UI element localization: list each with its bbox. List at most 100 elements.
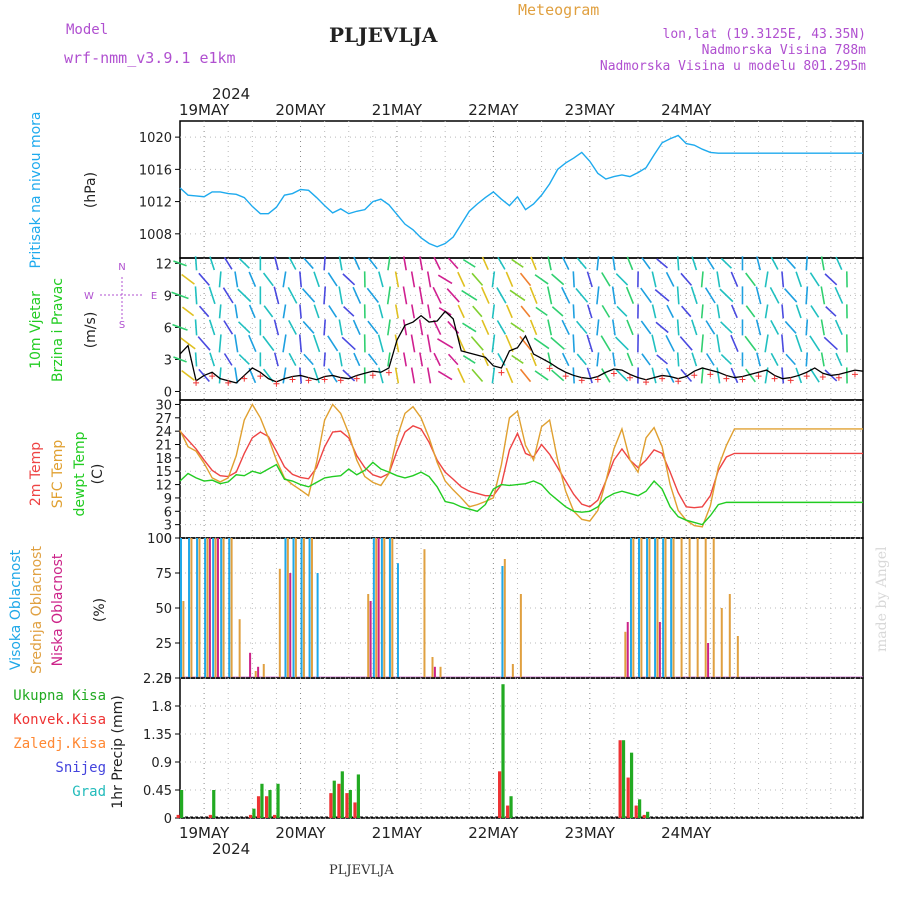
wind-arrow: [194, 286, 198, 305]
wind-arrow: [651, 271, 657, 288]
cloud-bar-srednja: [423, 549, 426, 678]
wind-arrow: [511, 258, 524, 268]
cloud-bar-niska: [216, 538, 219, 678]
wind-arrow: [691, 256, 698, 271]
precip-panel: 0 0.45 0.9 1.35 1.8 2.25: [143, 672, 864, 827]
cloud-bar-visoka: [670, 538, 673, 678]
wind-compass: N S E W: [84, 262, 157, 331]
day-label-bottom: 23MAY: [565, 824, 616, 842]
wind-arrow: [656, 354, 668, 365]
wind-arrow: [770, 352, 779, 366]
wind-arrow: [299, 271, 303, 288]
wind-arrow: [596, 352, 600, 367]
compass-s: S: [119, 320, 125, 331]
y-tick-label: 1016: [139, 163, 172, 178]
wind-arrow: [795, 304, 802, 319]
wind-arrow: [615, 336, 629, 351]
model-label: Model: [66, 22, 108, 38]
panel-frame: [179, 677, 864, 819]
wind-arrow: [491, 334, 496, 353]
wind-arrow: [824, 273, 838, 286]
y-tick-label: 18: [155, 452, 172, 467]
precip-bar-total: [332, 780, 336, 818]
wind-arrow: [676, 286, 680, 305]
gust-marker: [659, 375, 666, 382]
wind-arrow: [651, 334, 657, 353]
wind-arrow: [612, 319, 616, 336]
precip-bar-total: [621, 740, 626, 818]
y-tick-label: 9: [164, 289, 172, 304]
wind-arrow: [437, 274, 453, 285]
wind-arrow: [378, 367, 384, 384]
wind-arrow: [825, 306, 837, 317]
wind-arrow: [394, 334, 400, 353]
wind-arrow: [795, 334, 803, 353]
wind-arrow: [534, 370, 549, 381]
wind-arrow: [352, 319, 361, 336]
wind-arrow: [323, 319, 326, 336]
day-label-top: 22MAY: [468, 101, 519, 119]
wind-arrow: [651, 304, 657, 319]
wind-arrow: [402, 352, 407, 367]
temp-ylabel-2m: 2m Temp: [28, 442, 44, 506]
precip-bar-total: [629, 752, 634, 818]
precip-legend-item: Grad: [72, 784, 106, 800]
y-tick-label: 0: [164, 385, 172, 400]
wind-arrow: [576, 257, 587, 270]
wind-arrow: [700, 367, 704, 384]
cloud-ylabel-visoka: Visoka Oblacnost: [8, 549, 24, 670]
precip-bar-konv: [634, 805, 638, 818]
wind-arrow: [730, 334, 739, 353]
wind-arrow: [576, 353, 587, 366]
cloud-bar-niska: [377, 538, 380, 678]
wind-arrow: [769, 287, 780, 304]
cloud-bar-niska: [658, 622, 661, 678]
y-tick-label: 50: [155, 602, 172, 617]
wind-arrow: [756, 352, 762, 367]
wind-arrow: [457, 271, 466, 287]
cloud-bar-srednja: [375, 538, 378, 678]
wind-arrow: [615, 273, 629, 286]
wind-panel: 0 3 6 9 12: [155, 256, 864, 401]
elevation-label: Nadmorska Visina 788m: [702, 43, 867, 58]
day-label-top: 21MAY: [372, 101, 423, 119]
cloud-bar-srednja: [190, 538, 193, 678]
wind-arrow: [394, 367, 400, 384]
cloud-bar-srednja: [672, 538, 675, 678]
precip-bar-total: [180, 790, 184, 818]
wind-arrow: [198, 305, 210, 318]
wind-arrow: [519, 272, 532, 287]
y-tick-label: 3: [164, 519, 172, 534]
y-tick-label: 1.35: [143, 728, 172, 743]
wind-arrow: [173, 356, 187, 363]
cloud-ylabel-srednja: Srednja Oblacnost: [29, 546, 45, 674]
cloud-bar-visoka: [372, 538, 375, 678]
wind-arrow: [764, 304, 769, 319]
precip-bar-konv: [626, 777, 630, 818]
gust-marker: [498, 369, 505, 376]
wind-arrow: [171, 291, 189, 300]
precip-bar-konv: [264, 796, 269, 818]
wind-arrow: [402, 319, 408, 336]
wind-arrow: [641, 257, 651, 270]
wind-arrow: [641, 353, 651, 366]
wind-arrow: [366, 287, 380, 303]
wind-arrow: [313, 304, 320, 319]
cloud-bar-visoka: [662, 538, 665, 678]
wind-arrow: [426, 334, 432, 353]
gust-marker: [562, 373, 569, 380]
gust-marker: [610, 370, 617, 377]
wind-arrow: [248, 271, 257, 288]
wind-arrow: [809, 335, 821, 352]
wind-arrow: [716, 334, 721, 353]
cloud-bar-niska: [707, 643, 710, 678]
wind-arrow: [491, 367, 496, 384]
precip-bar-total: [356, 774, 360, 818]
wind-arrow: [433, 256, 441, 270]
wind-arrow: [446, 288, 460, 303]
wind-arrow: [770, 319, 780, 335]
temp-ylabel-dew: dewpt Temp: [72, 431, 88, 516]
precip-bar-total: [340, 771, 344, 818]
cloud-bar-visoka: [228, 538, 231, 678]
wind-arrow: [551, 369, 565, 382]
